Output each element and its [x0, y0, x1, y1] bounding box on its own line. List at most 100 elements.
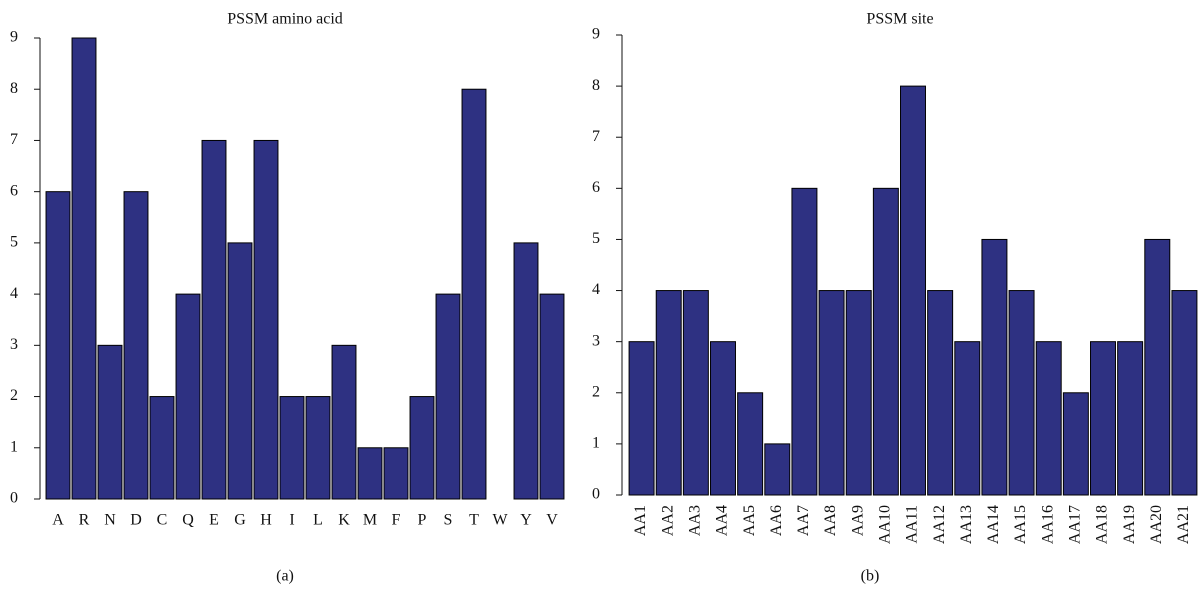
x-tick-label: P	[418, 512, 427, 529]
bar	[409, 396, 435, 500]
x-tick-label: V	[546, 512, 558, 529]
bar	[764, 443, 791, 496]
y-tick-label: 8	[10, 80, 18, 97]
y-tick-label: 2	[592, 383, 600, 400]
bar	[227, 242, 253, 500]
y-tick-label: 6	[592, 179, 600, 196]
bar	[253, 139, 279, 500]
y-tick-label: 1	[592, 435, 600, 452]
bar	[1171, 290, 1198, 496]
bar	[383, 447, 409, 500]
bar	[305, 396, 331, 500]
bar	[123, 191, 149, 500]
x-tick-label: K	[338, 512, 350, 529]
x-tick-label: T	[469, 512, 479, 529]
x-tick-label: Q	[182, 512, 194, 529]
x-tick-label: H	[260, 512, 272, 529]
y-tick-label: 6	[10, 182, 18, 199]
x-tick-label: AA8	[822, 505, 839, 536]
bar	[710, 341, 736, 496]
chart-title: PSSM site	[866, 11, 933, 28]
y-tick-label: 9	[592, 26, 600, 43]
y-tick-label: 3	[592, 332, 600, 349]
bar	[357, 447, 383, 500]
bar	[1117, 341, 1144, 496]
x-tick-label: D	[130, 512, 142, 529]
x-tick-label: F	[392, 512, 401, 529]
y-tick-label: 8	[592, 77, 600, 94]
y-tick-label: 5	[592, 230, 600, 247]
y-tick-label: 4	[10, 285, 18, 302]
y-tick-label: 0	[592, 486, 600, 503]
bar	[1035, 341, 1062, 496]
y-tick-label: 4	[592, 281, 600, 298]
bar	[331, 344, 357, 500]
x-tick-label: AA17	[1067, 505, 1084, 544]
x-tick-label: AA15	[1012, 505, 1029, 544]
bar	[513, 242, 539, 500]
bar	[628, 341, 655, 496]
x-tick-label: AA12	[931, 505, 948, 544]
bar	[201, 139, 227, 500]
x-tick-label: AA3	[687, 505, 704, 536]
x-tick-label: S	[444, 512, 453, 529]
x-tick-label: A	[52, 512, 64, 529]
bar	[791, 187, 818, 496]
x-tick-label: AA4	[714, 505, 731, 536]
y-tick-label: 5	[10, 234, 18, 251]
x-tick-label: G	[234, 512, 246, 529]
bar	[872, 187, 899, 496]
x-tick-label: N	[104, 512, 116, 529]
bar	[435, 293, 461, 500]
x-tick-label: AA19	[1121, 505, 1138, 544]
bar	[71, 37, 97, 500]
bar	[1062, 392, 1089, 496]
bar	[175, 293, 201, 500]
bar	[655, 290, 682, 496]
bar	[900, 85, 926, 496]
bar	[1008, 290, 1035, 496]
x-tick-label: AA1	[632, 505, 649, 536]
x-tick-label: AA5	[741, 505, 758, 536]
x-tick-label: Y	[520, 512, 532, 529]
x-tick-label: AA21	[1175, 505, 1192, 544]
y-tick-label: 1	[10, 438, 18, 455]
caption: (a)	[276, 568, 294, 585]
x-tick-label: M	[363, 512, 377, 529]
y-tick-label: 3	[10, 336, 18, 353]
caption: (b)	[861, 568, 880, 585]
bar	[97, 344, 123, 500]
chart-title: PSSM amino acid	[227, 11, 343, 28]
bar	[539, 293, 565, 500]
x-tick-label: I	[289, 512, 294, 529]
bar	[279, 396, 305, 500]
bar	[149, 396, 175, 500]
x-tick-label: AA13	[958, 505, 975, 544]
bar	[818, 290, 845, 496]
x-tick-label: AA14	[985, 505, 1002, 544]
x-tick-label: AA11	[904, 505, 921, 544]
x-tick-label: R	[79, 512, 90, 529]
x-tick-label: AA10	[877, 505, 894, 544]
x-tick-label: E	[209, 512, 219, 529]
bar	[1090, 341, 1116, 496]
x-tick-label: AA16	[1039, 505, 1056, 544]
bar	[845, 290, 872, 496]
y-tick-label: 7	[592, 128, 600, 145]
x-tick-label: AA6	[768, 505, 785, 536]
bar	[927, 290, 954, 496]
y-tick-label: 7	[10, 131, 18, 148]
x-tick-label: AA2	[659, 505, 676, 536]
x-tick-label: AA7	[795, 505, 812, 536]
x-tick-label: L	[313, 512, 323, 529]
bar	[737, 392, 764, 496]
y-tick-label: 0	[10, 490, 18, 507]
x-tick-label: AA20	[1148, 505, 1165, 544]
y-tick-label: 2	[10, 387, 18, 404]
x-tick-label: AA18	[1094, 505, 1111, 544]
bar	[461, 88, 487, 500]
x-tick-label: W	[492, 512, 508, 529]
bar	[981, 238, 1008, 496]
bar	[954, 341, 981, 496]
